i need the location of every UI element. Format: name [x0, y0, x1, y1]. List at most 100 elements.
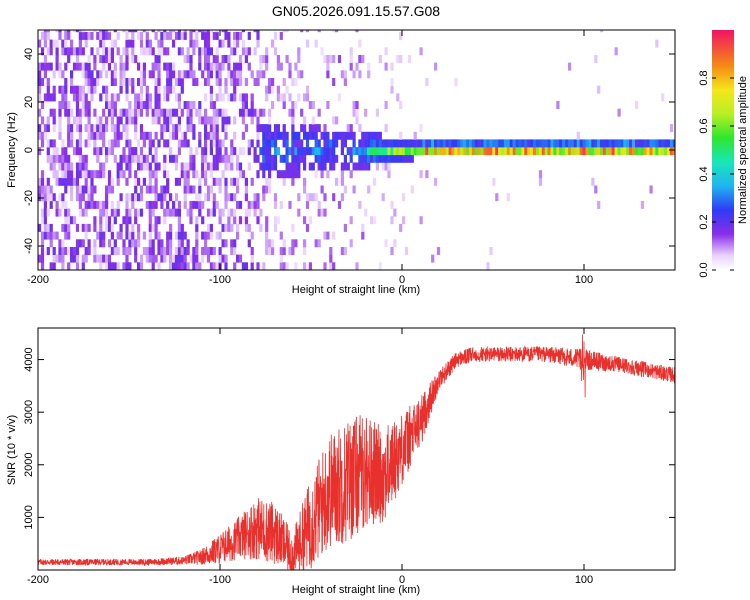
spectrogram-cell: [131, 154, 135, 163]
spectrogram-cell: [40, 177, 45, 186]
spectrogram-cell: [172, 208, 176, 217]
spectrogram-cell: [340, 170, 344, 179]
spectrogram-cell: [70, 70, 74, 79]
spectrogram-cell: [145, 200, 149, 209]
spectrogram-cell: [49, 185, 53, 194]
spectrogram-xtick-label: -100: [209, 274, 231, 286]
spectrogram-cell: [233, 78, 237, 86]
spectrogram-cell: [183, 30, 187, 33]
spectrogram-cell: [55, 39, 59, 48]
spectrogram-cell: [70, 78, 74, 86]
spectrogram-cell: [84, 101, 88, 109]
spectrogram-cell: [387, 139, 391, 148]
spectrogram-cell: [40, 139, 45, 148]
spectrogram-cell: [538, 147, 543, 156]
spectrogram-cell: [244, 185, 248, 194]
spectrogram-cell: [591, 147, 595, 156]
spectrogram-cell: [370, 147, 374, 156]
spectrogram-cell: [87, 85, 91, 94]
spectrogram-cell: [134, 177, 138, 186]
spectrogram-cell: [90, 70, 94, 79]
spectrogram-cell: [174, 93, 179, 102]
spectrogram-cell: [236, 223, 240, 232]
spectrogram-cell: [399, 31, 403, 40]
spectrogram-cell: [236, 62, 240, 71]
spectrogram-cell: [640, 147, 644, 156]
spectrogram-cell: [297, 93, 301, 102]
spectrogram-cell: [224, 147, 228, 156]
spectrogram-cell: [125, 124, 129, 133]
spectrogram-cell: [192, 262, 196, 270]
spectrogram-cell: [282, 124, 286, 133]
spectrogram-cell: [204, 124, 208, 133]
spectrogram-cell: [119, 193, 123, 202]
spectrogram-cell: [483, 147, 487, 156]
spectrogram-cell: [608, 139, 612, 148]
spectrogram-cell: [355, 108, 359, 117]
spectrogram-cell: [349, 154, 353, 163]
spectrogram-cell: [169, 154, 173, 163]
spectrogram-cell: [113, 93, 117, 102]
spectrogram-cell: [317, 30, 321, 33]
spectrogram-cell: [271, 239, 275, 248]
spectrogram-cell: [367, 154, 371, 163]
spectrogram-cell: [236, 185, 240, 194]
spectrogram-cell: [204, 62, 208, 71]
spectrogram-cell: [332, 147, 336, 156]
spectrogram-cell: [113, 30, 117, 33]
spectrogram-cell: [198, 116, 202, 125]
spectrogram-cell: [238, 200, 243, 209]
spectrogram-cell: [116, 170, 120, 179]
spectrogram-cell: [102, 239, 106, 248]
spectrogram-cell: [233, 193, 237, 202]
spectrogram-cell: [84, 185, 88, 194]
spectrogram-cell: [154, 254, 158, 263]
spectrogram-cell: [40, 31, 45, 40]
spectrogram-cell: [198, 131, 202, 140]
spectrogram-cell: [451, 147, 455, 156]
spectrogram-cell: [279, 62, 283, 71]
spectrogram-cell: [352, 162, 356, 171]
spectrogram-cell: [189, 162, 193, 171]
spectrogram-cell: [326, 70, 330, 79]
spectrogram-cell: [119, 116, 123, 125]
spectrogram-cell: [206, 208, 211, 217]
spectrogram-cell: [227, 62, 231, 71]
spectrogram-cell: [227, 70, 231, 79]
spectrogram-cell: [253, 154, 257, 163]
spectrogram-cell: [230, 47, 234, 56]
spectrogram-cell: [384, 139, 388, 148]
spectrogram-cell: [119, 62, 123, 71]
spectrogram-cell: [436, 147, 441, 156]
spectrogram-cell: [75, 108, 80, 117]
spectrogram-cell: [419, 147, 423, 156]
spectrogram-cell: [125, 62, 129, 71]
spectrogram-cell: [96, 231, 100, 240]
spectrogram-cell: [212, 262, 216, 270]
spectrogram-cell: [276, 85, 280, 94]
spectrogram-cell: [288, 247, 292, 255]
spectrogram-cell: [110, 116, 114, 125]
spectrogram-cell: [96, 31, 100, 40]
spectrogram-cell: [49, 162, 53, 171]
spectrogram-cell: [381, 193, 385, 202]
spectrogram-cell: [218, 154, 222, 163]
spectrogram-cell: [67, 139, 71, 148]
spectrogram-cell: [52, 247, 56, 255]
spectrogram-cell: [110, 208, 114, 217]
spectrogram-cell: [372, 139, 377, 148]
spectrogram-cell: [308, 262, 312, 270]
spectrogram-cell: [256, 131, 260, 140]
spectrogram-cell: [425, 170, 429, 179]
spectrogram-cell: [198, 139, 202, 148]
spectrogram-cell: [113, 208, 117, 217]
spectrogram-cell: [372, 147, 377, 156]
spectrogram-cell: [186, 124, 190, 133]
spectrogram-cell: [209, 247, 213, 255]
spectrogram-cell: [317, 208, 321, 217]
spectrogram-cell: [87, 223, 91, 232]
spectrogram-cell: [335, 131, 339, 140]
spectrogram-cell: [180, 47, 184, 56]
spectrogram-cell: [195, 239, 199, 248]
